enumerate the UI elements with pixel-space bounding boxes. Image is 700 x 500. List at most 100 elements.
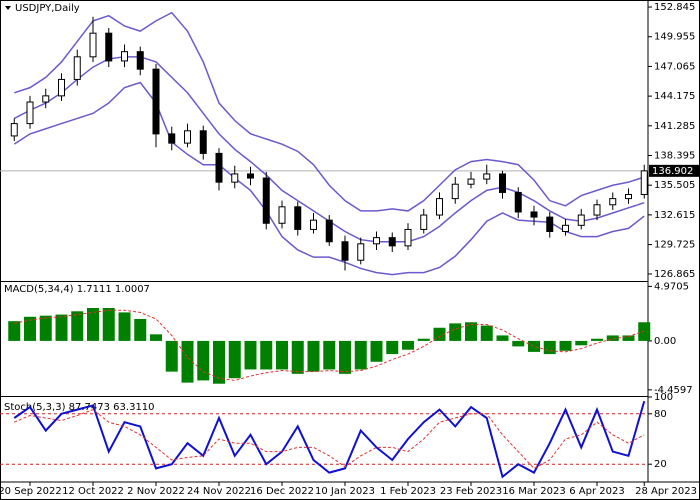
candle-body [451,183,459,200]
candle-body [42,95,50,103]
candle-body [483,173,491,180]
candle-body [73,56,81,80]
y-tick-label: 152.845 [654,2,695,13]
y-tick-label: 100 [654,392,673,403]
candle-body [199,130,207,154]
stoch-line [14,409,645,470]
macd-bar [402,340,414,350]
macd-bar [134,318,147,341]
macd-bar [528,340,540,352]
candle-body [373,237,380,245]
macd-bar [323,340,336,370]
candle-body [294,206,302,230]
candle-body [625,193,632,200]
macd-bar [260,340,273,370]
y-tick-label: 149.955 [654,32,695,43]
x-tick-label: 10 Jan 2023 [315,486,375,497]
macd-bar [165,340,178,372]
macd-bar [622,335,635,341]
candle-body [58,78,65,97]
candle-body [168,133,176,144]
candle-body [341,241,349,261]
candle-body [325,219,333,243]
y-tick-label: 20 [654,459,667,470]
candle-body [10,123,18,137]
macd-bar [307,340,320,372]
candle-body [546,216,554,232]
macd-bar [71,311,84,341]
macd-bar [512,340,525,347]
candle-body [514,191,522,213]
macd-bar [354,340,367,370]
macd-bar [228,340,241,379]
macd-bar [465,322,477,341]
x-tick-label: 1 Feb 2023 [380,486,436,497]
candle-body [152,68,160,135]
last-price-box [649,164,699,177]
candle-body [247,173,254,179]
y-tick-label: 4.9705 [654,281,689,292]
macd-bar [386,340,399,355]
macd-bar [638,322,651,341]
macd-bar [87,308,99,341]
macd-bar [496,335,509,341]
y-tick-label: 138.395 [654,151,695,162]
macd-bar [559,340,572,351]
macd-bar [197,340,210,381]
macd-bar [102,308,115,341]
candle-body [499,173,506,193]
y-tick-label: 126.865 [654,269,695,280]
candle-body [231,173,239,183]
macd-bar [181,340,194,383]
macd-bar [339,340,351,374]
candle-body [357,243,365,261]
candle-body [278,206,286,224]
candle-body [136,51,144,70]
macd-bar [39,315,52,341]
macd-bar [575,340,588,346]
bollinger-band [14,11,645,212]
y-tick-label: 80 [654,409,667,420]
macd-title: MACD(5,34,4) 1.7111 1.0007 [4,284,150,295]
x-tick-label: 16 Mar 2023 [502,486,565,497]
candle-body [310,219,317,230]
macd-bar [24,316,36,341]
macd-bar [8,321,21,341]
macd-bar [213,340,225,384]
candle-body [262,177,270,224]
x-tick-label: 24 Nov 2022 [187,486,251,497]
macd-bar [276,340,288,370]
macd-bar [55,314,68,341]
y-tick-label: -4.4597 [654,385,693,396]
y-tick-label: 147.065 [654,61,695,72]
macd-bar [291,340,304,374]
candle-body [640,170,648,195]
candle-body [121,51,128,62]
menu-arrow[interactable] [5,6,11,10]
candle-body [26,101,34,125]
macd-bar [543,340,556,355]
candle-body [577,214,585,226]
stoch-line [13,400,646,479]
candle-body [609,198,617,206]
y-tick-label: 141.285 [654,121,695,132]
macd-bar [480,325,493,341]
x-tick-label: 12 Oct 2022 [62,486,124,497]
candle-body [215,152,223,183]
candle-body [593,204,601,216]
y-tick-label: 132.615 [654,210,695,221]
y-tick-label: 144.175 [654,91,695,102]
candle-body [184,130,191,144]
candle-body [404,228,412,247]
macd-bar [606,335,619,341]
x-tick-label: 28 Apr 2023 [635,486,697,497]
x-tick-label: 2 Nov 2022 [127,486,185,497]
macd-bar [150,334,162,341]
stoch-title: Stoch(5,3,3) 87.7473 63.3110 [4,402,155,413]
macd-bar [591,338,603,341]
y-tick-label: 0.00 [654,336,676,347]
macd-signal [14,309,645,381]
candle-body [562,224,569,232]
